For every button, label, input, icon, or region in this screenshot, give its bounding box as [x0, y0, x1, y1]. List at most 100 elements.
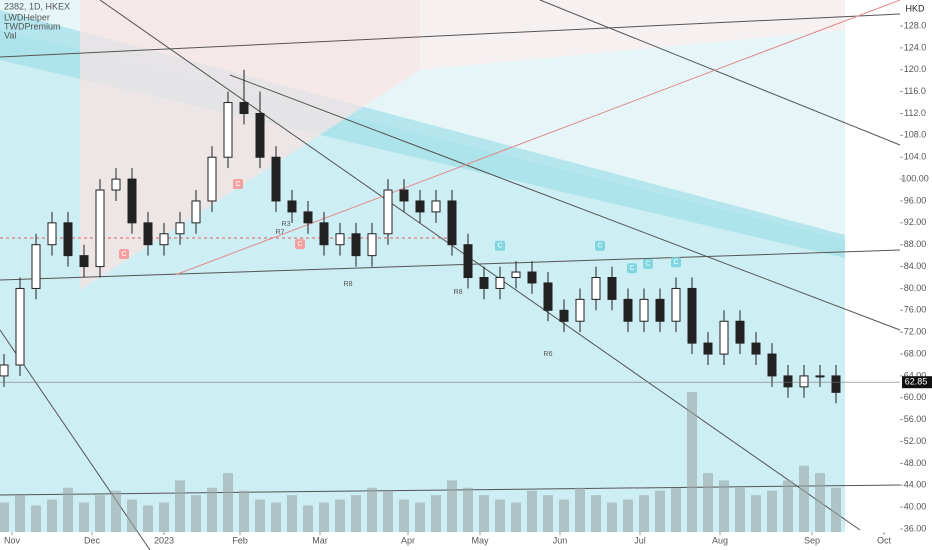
volume-bar [271, 502, 281, 532]
pink-zone [420, 0, 845, 70]
trendline [99, 0, 861, 531]
volume-bar [671, 487, 681, 532]
volume-bar [175, 480, 185, 532]
candle-body [447, 200, 457, 246]
candle-body [63, 222, 73, 257]
volume-bar [287, 495, 297, 532]
candle-body [671, 287, 681, 322]
volume-bar [95, 495, 105, 532]
annotation-badge [671, 257, 681, 268]
volume-bar [351, 495, 361, 532]
x-tick-label: Aug [712, 535, 728, 545]
y-tick-label: 116.0 [904, 86, 926, 96]
annotation: C [629, 265, 634, 272]
volume-bar [239, 490, 249, 532]
y-tick-label: 88.00 [904, 239, 927, 249]
annotation: C [597, 243, 602, 250]
annotation-badge [495, 240, 505, 251]
volume-bar [495, 499, 505, 532]
candle-body [143, 222, 153, 246]
candle-body [175, 222, 185, 235]
candle-body [591, 277, 601, 300]
candle-body [815, 375, 825, 378]
candle-body [767, 353, 777, 377]
trendline [229, 74, 901, 331]
volume-bar [111, 490, 121, 532]
y-tick-label: 104.0 [904, 152, 927, 162]
y-tick-label: 44.00 [904, 480, 927, 490]
trendline [0, 249, 901, 281]
volume-bar [303, 505, 313, 532]
candle-body [255, 112, 265, 158]
y-tick-label: 112.0 [904, 108, 926, 118]
volume-bar [655, 490, 665, 532]
volume-bar [799, 465, 809, 532]
y-tick-label: 48.00 [904, 458, 927, 468]
y-tick-label: 128.0 [904, 20, 927, 30]
x-tick-label: Dec [84, 535, 101, 545]
candle-body [31, 244, 41, 289]
candle-body [607, 277, 617, 300]
annotation: R3 [282, 221, 291, 228]
y-tick-label: 80.00 [904, 283, 927, 293]
annotation-badge [643, 258, 653, 269]
candle-body [111, 178, 121, 191]
y-tick-label: 72.00 [904, 327, 927, 337]
x-tick-label: Apr [401, 535, 415, 545]
volume-bar [0, 502, 9, 532]
candle-body [223, 102, 233, 158]
candle-body [383, 189, 393, 235]
annotation: C [297, 241, 302, 248]
volume-bar [207, 487, 217, 532]
candle-body [463, 244, 473, 279]
volume-bar [159, 502, 169, 532]
volume-bar [447, 480, 457, 532]
volume-bar [383, 490, 393, 532]
last-price-label: 62.85 [905, 377, 928, 387]
x-tick-label: May [471, 535, 489, 545]
volume-bar [735, 487, 745, 532]
volume-bar [639, 495, 649, 532]
candle-body [719, 320, 729, 355]
candle-body [703, 342, 713, 355]
volume-bar [815, 473, 825, 532]
candle-body [543, 282, 553, 311]
volume-bar [223, 473, 233, 532]
candle-body [687, 287, 697, 344]
annotation: C [497, 243, 502, 250]
candle-body [367, 233, 377, 257]
y-tick-label: 96.00 [904, 195, 927, 205]
volume-bar [63, 487, 73, 532]
candle-body [47, 222, 57, 246]
volume-bar [767, 490, 777, 532]
x-tick-label: Feb [232, 535, 248, 545]
candle-body [191, 200, 201, 224]
volume-bar [319, 502, 329, 532]
annotation-badge [119, 248, 129, 259]
y-tick-label: 108.0 [904, 130, 927, 140]
candle-body [399, 189, 409, 202]
x-tick-label: Oct [877, 535, 892, 545]
candle-body [511, 271, 521, 279]
currency: HKD [905, 3, 925, 13]
candle-body [799, 375, 809, 388]
volume-bar [367, 487, 377, 532]
annotation: R8 [344, 281, 353, 288]
volume-bar [511, 502, 521, 532]
volume-bar [607, 502, 617, 532]
volume-bar [79, 502, 89, 532]
annotation: R8 [454, 289, 463, 296]
y-tick-label: 100.00 [901, 173, 929, 183]
y-tick-label: 84.00 [904, 261, 927, 271]
y-tick-label: 40.00 [904, 501, 927, 511]
y-tick-label: 120.0 [904, 64, 927, 74]
x-tick-label: Sep [804, 535, 820, 545]
annotation-badge [627, 263, 637, 274]
y-tick-label: 92.00 [904, 217, 927, 227]
volume-bar [463, 487, 473, 532]
candle-body [319, 222, 329, 246]
candle-body [351, 233, 361, 257]
y-tick-label: 64.00 [904, 370, 927, 380]
volume-bar [783, 480, 793, 532]
